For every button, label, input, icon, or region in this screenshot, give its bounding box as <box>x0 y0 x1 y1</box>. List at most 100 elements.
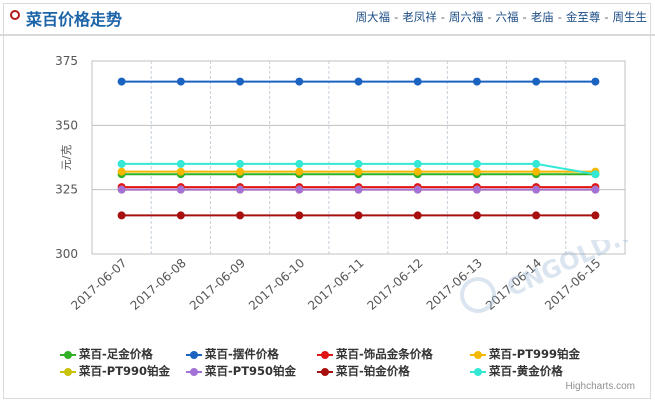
x-tick-label: 2017-06-10 <box>246 256 307 313</box>
legend-item[interactable]: 菜百-铂金价格 <box>317 363 410 379</box>
chart-header: 菜百价格走势 周大福 - 老凤祥 - 周六福 - 六福 - 老庙 - 金至尊 - 周生生 <box>0 0 655 36</box>
data-point <box>532 167 541 176</box>
legend-item[interactable]: 菜百-足金价格 <box>60 346 153 362</box>
legend-item[interactable]: 菜百-黄金价格 <box>470 363 563 379</box>
legend-marker-icon <box>317 367 333 377</box>
page-title: 菜百价格走势 <box>26 10 123 29</box>
nav-link[interactable]: 金至尊 <box>565 10 601 24</box>
legend-label: 菜百-足金价格 <box>79 347 153 361</box>
data-point <box>591 170 600 179</box>
highcharts-credit[interactable]: Highcharts.com <box>565 381 635 392</box>
data-point <box>413 77 422 86</box>
x-tick-label: 2017-06-14 <box>483 256 544 313</box>
y-tick-label: 350 <box>55 118 78 132</box>
x-tick-label: 2017-06-07 <box>68 256 129 313</box>
data-point <box>295 185 304 194</box>
legend-item[interactable]: 菜百-PT990铂金 <box>60 363 170 379</box>
legend-marker-icon <box>317 350 333 360</box>
x-tick-label: 2017-06-08 <box>128 256 189 313</box>
nav-separator: - <box>487 10 492 24</box>
legend-marker-icon <box>470 367 486 377</box>
data-point <box>591 211 600 220</box>
data-point <box>354 159 363 168</box>
data-point <box>413 167 422 176</box>
legend-item[interactable]: 菜百-饰品金条价格 <box>317 346 433 362</box>
title-bullet-icon <box>10 10 20 20</box>
data-point <box>354 211 363 220</box>
data-point <box>117 167 126 176</box>
x-tick-label: 2017-06-13 <box>424 256 485 313</box>
legend-label: 菜百-饰品金条价格 <box>336 347 433 361</box>
data-point <box>176 211 185 220</box>
nav-link[interactable]: 周大福 <box>355 10 391 24</box>
data-point <box>413 185 422 194</box>
data-point <box>295 211 304 220</box>
data-point <box>117 185 126 194</box>
data-point <box>354 77 363 86</box>
data-point <box>236 211 245 220</box>
data-point <box>532 77 541 86</box>
data-point <box>117 77 126 86</box>
legend-label: 菜百-摆件价格 <box>205 347 279 361</box>
legend-item[interactable]: 菜百-PT950铂金 <box>186 363 296 379</box>
nav-link[interactable]: 周生生 <box>612 10 648 24</box>
nav-separator: - <box>557 10 562 24</box>
y-tick-label: 375 <box>55 54 78 68</box>
data-point <box>591 185 600 194</box>
legend-item[interactable]: 菜百-PT999铂金 <box>470 346 580 362</box>
legend-marker-icon <box>60 350 76 360</box>
legend-label: 菜百-PT990铂金 <box>79 364 171 378</box>
data-point <box>472 159 481 168</box>
data-point <box>354 185 363 194</box>
nav-link[interactable]: 老凤祥 <box>402 10 437 24</box>
data-point <box>176 77 185 86</box>
nav-separator: - <box>440 10 445 24</box>
data-point <box>176 185 185 194</box>
nav-link[interactable]: 六福 <box>495 10 519 24</box>
legend-label: 菜百-黄金价格 <box>489 364 563 378</box>
data-point <box>472 77 481 86</box>
legend-marker-icon <box>470 350 486 360</box>
legend-marker-icon <box>60 367 76 377</box>
y-axis-title: 元/克 <box>60 145 73 171</box>
legend-label: 菜百-铂金价格 <box>336 364 410 378</box>
legend-marker-icon <box>186 350 202 360</box>
data-point <box>295 159 304 168</box>
data-point <box>354 167 363 176</box>
y-tick-label: 325 <box>55 183 78 197</box>
chart-frame <box>3 3 651 399</box>
data-point <box>413 159 422 168</box>
data-point <box>532 185 541 194</box>
data-point <box>176 159 185 168</box>
x-tick-label: 2017-06-15 <box>542 256 603 313</box>
data-point <box>591 77 600 86</box>
nav-link[interactable]: 周六福 <box>448 10 484 24</box>
data-point <box>472 185 481 194</box>
data-point <box>236 167 245 176</box>
nav-separator: - <box>522 10 527 24</box>
nav-link[interactable]: 老庙 <box>530 10 554 24</box>
nav-separator: - <box>604 10 609 24</box>
data-point <box>236 185 245 194</box>
legend-item[interactable]: 菜百-摆件价格 <box>186 346 279 362</box>
data-point <box>295 77 304 86</box>
nav-separator: - <box>394 10 399 24</box>
data-point <box>117 211 126 220</box>
data-point <box>295 167 304 176</box>
data-point <box>532 211 541 220</box>
data-point <box>472 167 481 176</box>
data-point <box>472 211 481 220</box>
legend-label: 菜百-PT950铂金 <box>205 364 297 378</box>
data-point <box>176 167 185 176</box>
data-point <box>236 77 245 86</box>
data-point <box>236 159 245 168</box>
x-tick-label: 2017-06-09 <box>187 256 248 313</box>
data-point <box>532 159 541 168</box>
brand-nav: 周大福 - 老凤祥 - 周六福 - 六福 - 老庙 - 金至尊 - 周生生 <box>356 9 647 25</box>
y-tick-label: 300 <box>55 247 78 261</box>
x-tick-label: 2017-06-11 <box>305 256 366 313</box>
plot-area-border <box>91 60 626 255</box>
data-point <box>117 159 126 168</box>
x-tick-label: 2017-06-12 <box>365 256 426 313</box>
